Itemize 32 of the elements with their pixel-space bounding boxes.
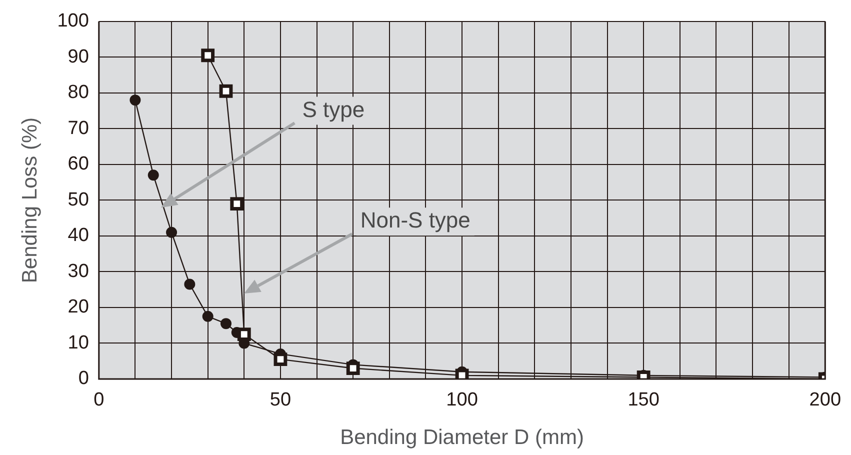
- y-tick-label: 60: [68, 154, 89, 175]
- y-tick-label: 10: [68, 332, 89, 354]
- point: [184, 278, 196, 290]
- y-tick-label: 50: [68, 189, 89, 210]
- y-tick-label: 0: [78, 368, 89, 390]
- y-tick-label: 30: [68, 260, 89, 282]
- y-tick-label: 20: [68, 296, 89, 318]
- x-tick-label: 150: [628, 390, 660, 411]
- x-tick-label: 0: [94, 390, 104, 411]
- point: [237, 328, 251, 341]
- y-axis-title: Bending Loss (%): [18, 117, 42, 284]
- annotation: Non-S type: [360, 208, 470, 233]
- y-tick-label: 80: [68, 82, 89, 104]
- y-tick-label: 90: [68, 46, 89, 68]
- y-tick-label: 70: [68, 118, 89, 139]
- point: [166, 226, 178, 238]
- point: [148, 170, 159, 181]
- y-tick-label: 100: [57, 10, 89, 32]
- x-tick-label: 100: [446, 390, 478, 411]
- point: [220, 318, 232, 330]
- annotation: S type: [302, 96, 365, 122]
- point: [201, 48, 215, 62]
- x-axis-title: Bending Diameter D (mm): [340, 426, 584, 450]
- x-tick-label: 50: [270, 390, 292, 411]
- point: [130, 94, 141, 106]
- x-tick-label: 200: [809, 390, 841, 411]
- point: [346, 362, 360, 375]
- point: [230, 197, 244, 210]
- point: [219, 84, 233, 98]
- point: [202, 310, 214, 322]
- y-tick-label: 40: [68, 225, 89, 246]
- point: [274, 352, 288, 366]
